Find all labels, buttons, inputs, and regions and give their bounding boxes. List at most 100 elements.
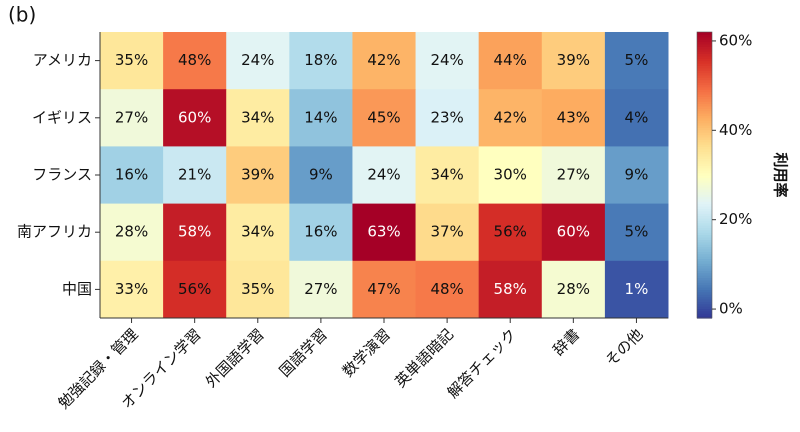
colorbar-segment	[697, 205, 712, 209]
colorbar-segment	[697, 284, 712, 288]
cell-label: 56%	[178, 280, 211, 298]
cell-label: 9%	[625, 166, 649, 184]
cell-label: 60%	[178, 108, 211, 126]
cell-label: 23%	[430, 108, 463, 126]
cell	[415, 32, 480, 90]
colorbar-segment	[697, 277, 712, 281]
colorbar-segment	[697, 110, 712, 114]
colorbar-segment	[697, 201, 712, 205]
colorbar-segment	[697, 184, 712, 188]
cell	[100, 32, 164, 90]
colorbar-segment	[697, 303, 712, 307]
cell-label: 37%	[430, 223, 463, 241]
cell-label: 58%	[494, 280, 527, 298]
colorbar-segment	[697, 186, 712, 190]
colorbar-segment	[697, 267, 712, 271]
colorbar-segment	[697, 67, 712, 71]
colorbar-segment	[697, 96, 712, 100]
x-tick-label: 数学演習	[339, 325, 394, 380]
cell	[226, 146, 290, 205]
colorbar-segment	[697, 179, 712, 183]
colorbar-segment	[697, 89, 712, 93]
cell	[541, 89, 606, 147]
cell	[478, 32, 543, 90]
colorbar-segment	[697, 265, 712, 269]
colorbar-segment	[697, 229, 712, 233]
colorbar-label: 利用率	[772, 152, 790, 197]
colorbar-segment	[697, 72, 712, 76]
colorbar-segment	[697, 253, 712, 257]
colorbar-segment	[697, 236, 712, 240]
colorbar-segment	[697, 189, 712, 193]
colorbar-segment	[697, 51, 712, 55]
colorbar-segment	[697, 215, 712, 219]
colorbar-segment	[697, 217, 712, 221]
cell	[541, 203, 606, 262]
cell-label: 9%	[309, 166, 333, 184]
colorbar-segment	[697, 315, 712, 319]
colorbar-segment	[697, 74, 712, 78]
cell-label: 43%	[557, 108, 590, 126]
colorbar-segment	[697, 225, 712, 229]
colorbar-segment	[697, 155, 712, 159]
cell-label: 48%	[178, 51, 211, 69]
colorbar-segment	[697, 129, 712, 133]
colorbar-segment	[697, 139, 712, 143]
cell	[289, 32, 353, 90]
cell	[100, 146, 164, 205]
cell-label: 42%	[494, 108, 527, 126]
cell-label: 44%	[494, 51, 527, 69]
colorbar-segment	[697, 113, 712, 117]
cell	[289, 146, 353, 205]
colorbar-segment	[697, 310, 712, 314]
cell-label: 34%	[241, 108, 274, 126]
colorbar-segment	[697, 298, 712, 302]
colorbar-segment	[697, 93, 712, 97]
colorbar-segment	[697, 160, 712, 164]
cell	[415, 89, 480, 147]
colorbar-tick-label: 20%	[719, 210, 752, 228]
cell	[163, 260, 227, 319]
cell	[163, 32, 227, 90]
cell-label: 45%	[367, 108, 400, 126]
colorbar-segment	[697, 172, 712, 176]
colorbar-segment	[697, 41, 712, 45]
cell	[604, 146, 669, 205]
colorbar-segment	[697, 182, 712, 186]
cell-label: 4%	[625, 108, 649, 126]
cell	[541, 146, 606, 205]
colorbar-tick-label: 60%	[719, 31, 752, 49]
cell	[352, 32, 417, 90]
colorbar-segment	[697, 194, 712, 198]
colorbar-segment	[697, 244, 712, 248]
colorbar-segment	[697, 101, 712, 105]
x-tick-label: 外国語学習	[202, 325, 268, 391]
cell	[604, 260, 669, 319]
colorbar-segment	[697, 46, 712, 50]
colorbar-segment	[697, 58, 712, 62]
cell	[163, 146, 227, 205]
colorbar-segment	[697, 191, 712, 195]
colorbar-segment	[697, 275, 712, 279]
cell	[604, 203, 669, 262]
colorbar-segment	[697, 167, 712, 171]
cell	[604, 32, 669, 90]
y-tick-label: 南アフリカ	[17, 223, 92, 241]
colorbar-segment	[697, 232, 712, 236]
colorbar-segment	[697, 127, 712, 131]
colorbar-segment	[697, 222, 712, 226]
colorbar-segment	[697, 241, 712, 245]
colorbar-segment	[697, 248, 712, 252]
cell	[226, 89, 290, 147]
colorbar-segment	[697, 55, 712, 59]
colorbar-segment	[697, 65, 712, 69]
y-tick-label: 中国	[62, 280, 92, 298]
cell	[478, 146, 543, 205]
cell-label: 47%	[367, 280, 400, 298]
colorbar-segment	[697, 203, 712, 207]
cell	[415, 203, 480, 262]
cell-label: 34%	[241, 223, 274, 241]
colorbar-segment	[697, 256, 712, 260]
colorbar-segment	[697, 279, 712, 283]
